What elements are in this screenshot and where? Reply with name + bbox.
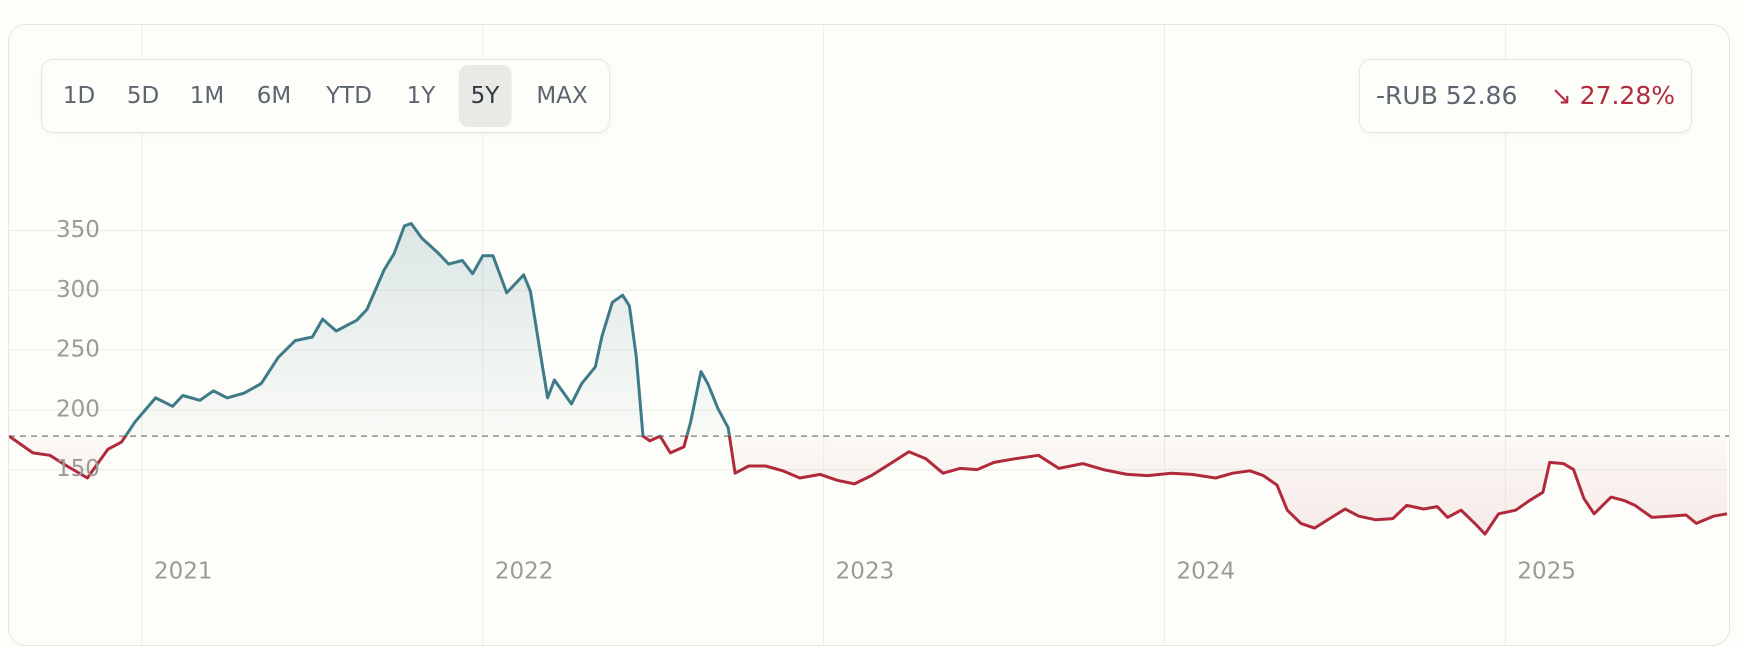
page: 150 200 250 300 350 2021 2022 2023 2024 2025 1D 5D… [8,24,1730,646]
y-tick-label: 250 [56,337,100,363]
change-value: -RUB 52.86 [1376,81,1518,110]
x-tick-label: 2024 [1177,559,1236,585]
change-percent-box: ↘ 27.28% [1551,60,1675,132]
x-tick-label: 2022 [495,559,554,585]
y-tick-label: 350 [56,217,100,243]
range-button[interactable]: 1M [189,83,225,109]
range-button[interactable]: 1D [62,83,96,109]
x-tick-label: 2023 [836,559,895,585]
change-percent: 27.28% [1579,81,1675,110]
range-selector: 1D 5D 1M 6M YTD 1Y 5Y MAX [41,59,610,133]
range-button[interactable]: MAX [536,83,588,109]
area [9,223,1727,535]
range-button[interactable]: 5D [126,83,160,109]
range-button[interactable]: 5Y [458,65,512,127]
chart: 150 200 250 300 350 2021 2022 2023 2024 2025 [9,25,1729,645]
y-tick-label: 300 [56,277,100,303]
down-arrow: ↘ [1550,81,1580,110]
x-tick-label: 2021 [154,559,213,585]
range-button[interactable]: 1Y [406,83,436,109]
y-tick-label: 200 [56,396,100,422]
y-tick-label: 150 [56,456,100,482]
price-line [9,222,1728,536]
range-button[interactable]: 6M [256,83,292,109]
x-tick-label: 2025 [1517,559,1576,585]
change-summary: -RUB 52.86 ↘ 27.28% [1359,59,1692,133]
range-button[interactable]: YTD [326,83,372,109]
